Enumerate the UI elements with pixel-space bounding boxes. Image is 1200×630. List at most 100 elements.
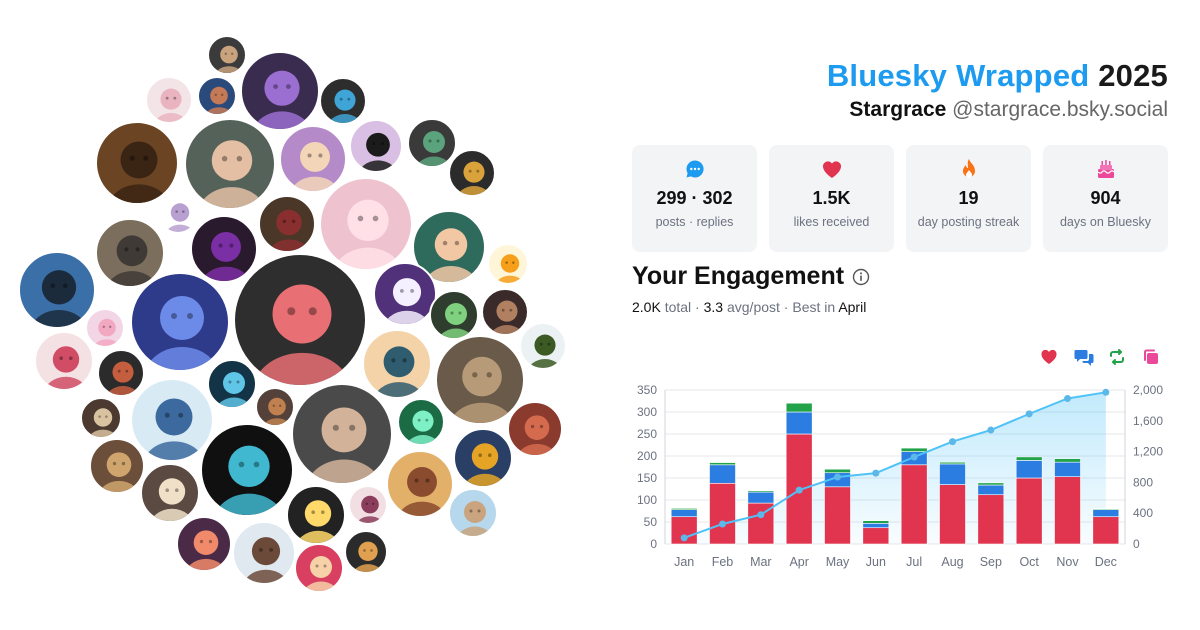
x-tick-label: Oct	[1019, 555, 1039, 569]
avatar[interactable]	[487, 243, 529, 285]
best-month: April	[838, 299, 867, 315]
avatar[interactable]	[240, 51, 320, 131]
stat-label: days on Bluesky	[1059, 215, 1152, 229]
avatar[interactable]	[18, 251, 96, 329]
bar-segment	[862, 527, 890, 545]
avatar[interactable]	[157, 192, 199, 234]
avatar[interactable]	[255, 387, 295, 427]
avatar[interactable]	[176, 516, 232, 572]
avatar[interactable]	[184, 118, 276, 210]
user-line: Stargrace @stargrace.bsky.social	[827, 98, 1168, 122]
avatar[interactable]	[232, 521, 296, 585]
bar-segment	[709, 464, 736, 484]
avatar[interactable]	[519, 322, 567, 370]
y2-tick-label: 400	[1133, 506, 1153, 520]
bar-segment	[977, 482, 1005, 486]
avatar[interactable]	[190, 215, 258, 283]
avatar[interactable]	[349, 119, 403, 173]
avatar[interactable]	[258, 195, 316, 253]
avatar[interactable]	[233, 253, 367, 387]
heart-icon[interactable]	[1040, 348, 1058, 366]
avatar[interactable]	[207, 359, 257, 409]
cumulative-point	[949, 438, 956, 446]
avatar[interactable]	[197, 76, 237, 116]
avatar[interactable]	[145, 76, 193, 124]
x-tick-label: Sep	[980, 555, 1002, 569]
repost-icon[interactable]	[1108, 348, 1126, 366]
avatar[interactable]	[453, 428, 513, 488]
x-tick-label: Apr	[789, 555, 808, 569]
cumulative-point	[834, 473, 841, 481]
title-brand: Bluesky Wrapped	[826, 58, 1090, 93]
cumulative-area	[684, 392, 1106, 544]
title-block: Bluesky Wrapped 2025 Stargrace @stargrac…	[827, 58, 1168, 122]
avatar[interactable]	[200, 423, 294, 517]
avatar[interactable]	[435, 335, 525, 425]
avatar[interactable]	[97, 349, 145, 397]
avatar[interactable]	[95, 218, 165, 288]
y-tick-label: 350	[637, 383, 657, 397]
avatar[interactable]	[130, 378, 214, 462]
avatar[interactable]	[279, 125, 347, 193]
y-tick-label: 300	[637, 405, 657, 419]
cumulative-line	[683, 391, 1106, 539]
avatar[interactable]	[207, 35, 247, 75]
x-tick-label: Jun	[866, 555, 886, 569]
bar-segment	[900, 464, 928, 545]
avatar[interactable]	[481, 288, 529, 336]
bar-segment	[824, 468, 851, 474]
info-icon[interactable]	[852, 268, 870, 291]
display-name: Stargrace	[849, 98, 947, 121]
cumulative-point	[680, 534, 688, 542]
cumulative-point	[757, 511, 765, 519]
avatar[interactable]	[362, 329, 432, 399]
bar-segment	[785, 402, 813, 413]
stat-card-streak: 19 day posting streak	[906, 145, 1031, 252]
y2-tick-label: 0	[1133, 537, 1140, 551]
avatar[interactable]	[319, 177, 413, 271]
chat-bubble-icon	[632, 158, 757, 180]
cumulative-point	[910, 453, 918, 461]
cumulative-point	[1025, 410, 1033, 418]
avatar[interactable]	[448, 149, 496, 197]
cumulative-point	[872, 469, 880, 477]
x-tick-label: Dec	[1095, 555, 1117, 569]
y2-tick-label: 800	[1133, 475, 1153, 489]
stat-label: day posting streak	[917, 215, 1020, 229]
avatar[interactable]	[34, 331, 94, 391]
avatar[interactable]	[344, 530, 388, 574]
avatar[interactable]	[294, 543, 344, 593]
bar-segment	[747, 491, 775, 504]
avatar[interactable]	[397, 398, 445, 446]
avatar[interactable]	[89, 438, 145, 494]
avatar[interactable]	[348, 485, 388, 525]
avatar[interactable]	[80, 397, 122, 439]
title-year: 2025	[1098, 58, 1168, 93]
y2-tick-label: 1,200	[1133, 445, 1163, 459]
avatar[interactable]	[140, 463, 200, 523]
avatar[interactable]	[291, 383, 393, 485]
bar-segment	[1015, 460, 1043, 479]
avatar[interactable]	[407, 118, 457, 168]
avatar[interactable]	[507, 401, 563, 457]
avatar[interactable]	[448, 488, 498, 538]
y-tick-label: 250	[637, 427, 657, 441]
stat-card-days: 904 days on Bluesky	[1043, 145, 1168, 252]
bar-segment	[709, 482, 736, 545]
avatar[interactable]	[429, 290, 479, 340]
avatar[interactable]	[95, 121, 179, 205]
bar-segment	[1092, 508, 1120, 510]
x-tick-label: Feb	[712, 555, 734, 569]
avatar[interactable]	[373, 262, 437, 326]
y2-tick-label: 2,000	[1133, 383, 1163, 397]
avatar[interactable]	[85, 308, 125, 348]
avatar[interactable]	[286, 485, 346, 545]
bar-segment	[939, 484, 966, 545]
reply-bubbles-icon[interactable]	[1074, 348, 1094, 366]
total-value: 2.0K	[632, 299, 661, 315]
avatar[interactable]	[130, 272, 230, 372]
cumulative-point	[795, 486, 803, 494]
quote-icon[interactable]	[1142, 348, 1160, 366]
avatar[interactable]	[319, 77, 367, 125]
avatar[interactable]	[386, 450, 454, 518]
